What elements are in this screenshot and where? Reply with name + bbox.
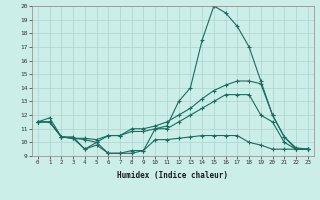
X-axis label: Humidex (Indice chaleur): Humidex (Indice chaleur) [117,171,228,180]
